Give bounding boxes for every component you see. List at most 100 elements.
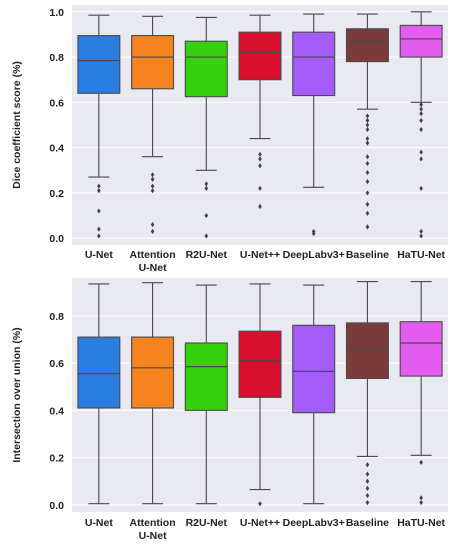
- outlier-point: [365, 117, 370, 124]
- x-tick-label: U-Net++: [240, 249, 280, 261]
- outlier-point: [97, 208, 101, 214]
- y-tick-label: 0.6: [49, 358, 64, 370]
- y-tick-label: 1.0: [49, 7, 64, 19]
- outlier-point: [204, 233, 209, 239]
- iqr-box: [77, 336, 121, 409]
- outlier-point: [311, 231, 316, 237]
- y-axis-label: Intersection over union (%): [11, 327, 23, 462]
- y-tick-label: 0.0: [49, 233, 64, 245]
- iou-boxplot-chart: 0.0 0.2 0.4 0.6 0.8 Intersection over union (…: [11, 278, 448, 542]
- iqr-box: [399, 24, 443, 58]
- outlier-point: [365, 471, 370, 477]
- x-tick-label: HaTU-Net: [397, 249, 445, 261]
- box-5: [345, 280, 389, 506]
- y-tick-label: 0.0: [49, 500, 64, 512]
- outlier-point: [258, 156, 262, 162]
- dice-boxplot-chart: 0.0 0.2 0.4 0.6 0.8 1.0 Dice coefficient score…: [11, 5, 448, 274]
- outlier-point: [258, 185, 262, 191]
- outlier-point: [419, 495, 423, 501]
- outlier-point: [365, 499, 370, 506]
- outlier-point: [150, 222, 155, 228]
- x-tick-label: U-Net: [85, 517, 114, 529]
- outlier-point: [365, 113, 370, 119]
- box-4: [292, 13, 336, 237]
- box-2: [184, 16, 228, 239]
- outlier-point: [97, 233, 101, 239]
- x-tick-label: Baseline: [346, 249, 389, 261]
- y-axis-label: Dice coefficient score (%): [11, 61, 23, 189]
- box-1: [131, 282, 175, 505]
- outlier-point: [150, 172, 155, 178]
- x-tick-label-line2: U-Net: [139, 262, 168, 274]
- outlier-point: [204, 181, 209, 187]
- outlier-point: [419, 459, 423, 465]
- box-6: [399, 280, 443, 506]
- outlier-point: [365, 160, 370, 167]
- iqr-box: [184, 342, 228, 411]
- outlier-point: [97, 188, 101, 194]
- box-4: [292, 284, 336, 505]
- y-tick-label: 0.4: [49, 405, 64, 417]
- box-6: [399, 11, 443, 239]
- outlier-point: [419, 102, 423, 108]
- x-tick-label: U-Net++: [240, 517, 280, 529]
- x-tick-label: R2U-Net: [186, 249, 228, 261]
- box-0: [77, 14, 121, 239]
- y-tick-label: 0.8: [49, 311, 64, 323]
- box-3: [238, 14, 282, 210]
- x-tick-label: Attention: [130, 249, 176, 261]
- x-tick-label-line2: U-Net: [139, 530, 168, 542]
- iqr-box: [131, 336, 175, 409]
- box-1: [131, 15, 175, 235]
- outlier-point: [365, 154, 370, 160]
- outlier-point: [258, 151, 262, 158]
- outlier-point: [150, 188, 155, 194]
- outlier-point: [365, 190, 370, 196]
- x-tick-label: Attention: [130, 517, 176, 529]
- outlier-point: [419, 228, 423, 235]
- y-tick-label: 0.2: [49, 453, 64, 465]
- box-5: [345, 13, 389, 230]
- outlier-point: [365, 126, 370, 133]
- iqr-box: [184, 40, 228, 98]
- outlier-point: [97, 183, 101, 189]
- outlier-point: [365, 462, 370, 468]
- outlier-point: [365, 492, 370, 499]
- outlier-point: [150, 183, 155, 189]
- outlier-point: [258, 203, 262, 210]
- outlier-point: [365, 485, 370, 491]
- iqr-box: [292, 31, 336, 97]
- x-tick-label: U-Net: [85, 249, 114, 261]
- outlier-point: [419, 185, 423, 191]
- outlier-point: [419, 106, 423, 112]
- outlier-point: [419, 117, 423, 124]
- outlier-point: [150, 228, 155, 235]
- x-tick-label: Baseline: [346, 517, 389, 529]
- y-tick-label: 0.2: [49, 188, 64, 200]
- iqr-box: [131, 35, 175, 90]
- box-3: [238, 283, 282, 507]
- outlier-point: [419, 156, 423, 162]
- x-tick-label: R2U-Net: [186, 517, 228, 529]
- outlier-point: [419, 111, 423, 117]
- outlier-point: [419, 499, 423, 506]
- outlier-point: [365, 179, 370, 185]
- outlier-point: [365, 169, 370, 176]
- outlier-point: [204, 212, 209, 219]
- outlier-point: [419, 149, 423, 155]
- iqr-box: [345, 28, 389, 63]
- x-tick-label: DeepLabv3+: [283, 517, 345, 529]
- outlier-point: [204, 185, 209, 191]
- outlier-point: [258, 163, 262, 169]
- outlier-point: [258, 501, 262, 507]
- outlier-point: [365, 135, 370, 142]
- x-tick-label: HaTU-Net: [397, 517, 445, 529]
- outlier-point: [150, 176, 155, 182]
- box-2: [184, 284, 228, 505]
- box-0: [77, 283, 121, 505]
- outlier-point: [365, 478, 370, 484]
- outlier-point: [365, 201, 370, 207]
- outlier-point: [419, 233, 423, 239]
- iqr-box: [292, 324, 336, 414]
- outlier-point: [419, 126, 423, 133]
